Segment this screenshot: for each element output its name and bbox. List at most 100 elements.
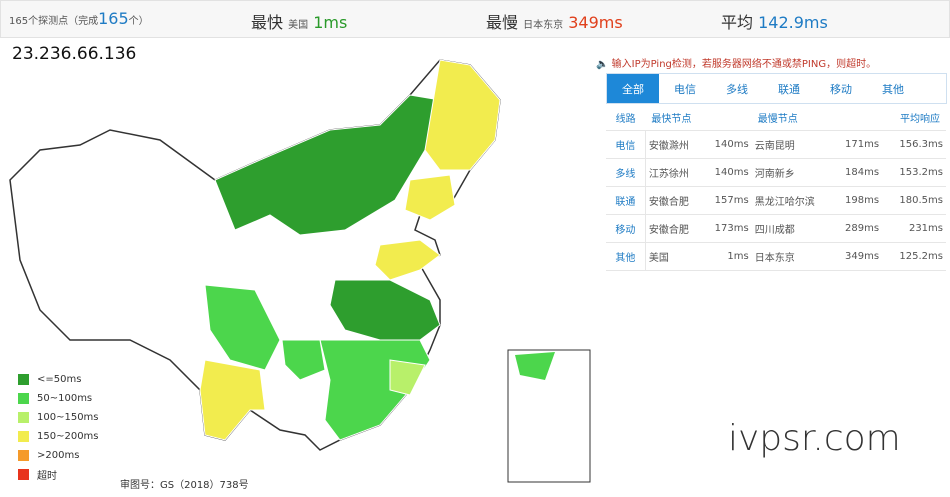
region [389, 359, 426, 396]
text: 个） [128, 16, 149, 27]
table-row: 电信 安徽滁州 140ms 云南昆明 171ms 156.3ms [606, 130, 946, 159]
tab[interactable]: 联通 [778, 82, 800, 96]
cell: 安徽合肥 [645, 214, 703, 243]
cell: 349ms [832, 242, 883, 271]
cell: 多线 [606, 158, 646, 187]
cell: 四川成都 [751, 214, 833, 243]
cell: 173ms [702, 214, 752, 243]
cell: 171ms [832, 130, 883, 159]
cell: 日本东京 [751, 242, 833, 271]
cell: 157ms [702, 186, 752, 215]
table-header: 线路 最快节点 最慢节点 平均响应 [606, 104, 946, 131]
fastest: 最快 美国 1ms [251, 9, 347, 33]
legend-label: 超时 [37, 471, 57, 482]
map-caption: 审图号：GS（2018）738号 [120, 480, 249, 491]
text: 平均 [721, 13, 754, 32]
cell: 198ms [832, 186, 883, 215]
text: 美国 [288, 20, 309, 31]
legend-item: 超时 [18, 465, 99, 484]
text: 日本东京 [523, 20, 564, 31]
legend-label: >200ms [37, 450, 80, 461]
text: 165个探测点（完成 [9, 16, 99, 27]
cell: 125.2ms [882, 242, 946, 271]
legend-item: 100~150ms [18, 408, 99, 427]
legend: <=50ms 50~100ms 100~150ms 150~200ms >200ms 超时 [18, 370, 99, 484]
table-body: 电信 安徽滁州 140ms 云南昆明 171ms 156.3ms 多线 江苏徐州 140ms 河南… [606, 130, 946, 271]
legend-label: <=50ms [37, 374, 82, 385]
cell: 180.5ms [882, 186, 946, 215]
column-header: 最快节点 [645, 104, 752, 131]
legend-item: >200ms [18, 446, 99, 465]
cell: 1ms [702, 242, 752, 271]
cell: 其他 [606, 242, 646, 271]
legend-swatch [18, 412, 29, 423]
text: 142.9ms [758, 13, 828, 32]
slowest: 最慢 日本东京 349ms [486, 9, 623, 33]
tab[interactable]: 移动 [830, 82, 852, 96]
ip-address: 23.236.66.136 [12, 44, 137, 64]
cell: 安徽合肥 [645, 186, 703, 215]
cell: 289ms [832, 214, 883, 243]
watermark: ivpsr.com [728, 418, 901, 459]
text: 最慢 [486, 13, 519, 32]
region [319, 339, 431, 441]
text: 最快 [251, 13, 284, 32]
cell: 153.2ms [882, 158, 946, 187]
legend-label: 50~100ms [37, 393, 93, 404]
summary-bar: 165个探测点（完成165个） 最快 美国 1ms 最慢 日本东京 349ms … [0, 0, 950, 38]
legend-item: <=50ms [18, 370, 99, 389]
region [199, 359, 266, 441]
region [374, 239, 441, 281]
cell: 联通 [606, 186, 646, 215]
text: 输入IP为Ping检测，若服务器网络不通或禁PING，则超时。 [611, 59, 877, 70]
legend-item: 150~200ms [18, 427, 99, 446]
text: 165 [98, 9, 129, 28]
cell: 140ms [702, 158, 752, 187]
tabs: 全部 电信 多线 联通 移动 其他 [606, 73, 947, 104]
legend-item: 50~100ms [18, 389, 99, 408]
region [204, 284, 281, 371]
result-table: 线路 最快节点 最慢节点 平均响应 电信 安徽滁州 140ms 云南昆明 171ms 156.3… [606, 104, 946, 271]
table-row: 移动 安徽合肥 173ms 四川成都 289ms 231ms [606, 214, 946, 243]
text: 1ms [313, 13, 348, 32]
tab[interactable]: 其他 [882, 82, 904, 96]
column-header: 最慢节点 [751, 104, 883, 131]
legend-swatch [18, 431, 29, 442]
legend-label: 100~150ms [37, 412, 99, 423]
cell: 美国 [645, 242, 703, 271]
legend-swatch [18, 469, 29, 480]
region [281, 339, 326, 381]
cell: 河南新乡 [751, 158, 833, 187]
cell: 140ms [702, 130, 752, 159]
table-row: 联通 安徽合肥 157ms 黑龙江哈尔滨 198ms 180.5ms [606, 186, 946, 215]
table-row: 其他 美国 1ms 日本东京 349ms 125.2ms [606, 242, 946, 271]
table-row: 多线 江苏徐州 140ms 河南新乡 184ms 153.2ms [606, 158, 946, 187]
notice: 🔈 输入IP为Ping检测，若服务器网络不通或禁PING，则超时。 [596, 59, 877, 70]
cell: 184ms [832, 158, 883, 187]
average: 平均 142.9ms [721, 9, 828, 33]
cell: 云南昆明 [751, 130, 833, 159]
legend-swatch [18, 374, 29, 385]
cell: 黑龙江哈尔滨 [751, 186, 833, 215]
cell: 电信 [606, 130, 646, 159]
cell: 安徽滁州 [645, 130, 703, 159]
region [424, 59, 501, 171]
text: 349ms [568, 13, 623, 32]
tab[interactable]: 多线 [726, 82, 748, 96]
cell: 移动 [606, 214, 646, 243]
china-map [9, 59, 591, 483]
cell: 江苏徐州 [645, 158, 703, 187]
tab[interactable]: 电信 [674, 82, 696, 96]
column-header: 平均响应 [882, 104, 946, 131]
tab[interactable]: 全部 [607, 74, 659, 103]
region [515, 352, 555, 380]
column-header: 线路 [606, 104, 646, 131]
legend-label: 150~200ms [37, 431, 99, 442]
region [404, 174, 456, 221]
probe-count: 165个探测点（完成165个） [9, 9, 149, 28]
cell: 156.3ms [882, 130, 946, 159]
cell: 231ms [882, 214, 946, 243]
legend-swatch [18, 393, 29, 404]
legend-swatch [18, 450, 29, 461]
